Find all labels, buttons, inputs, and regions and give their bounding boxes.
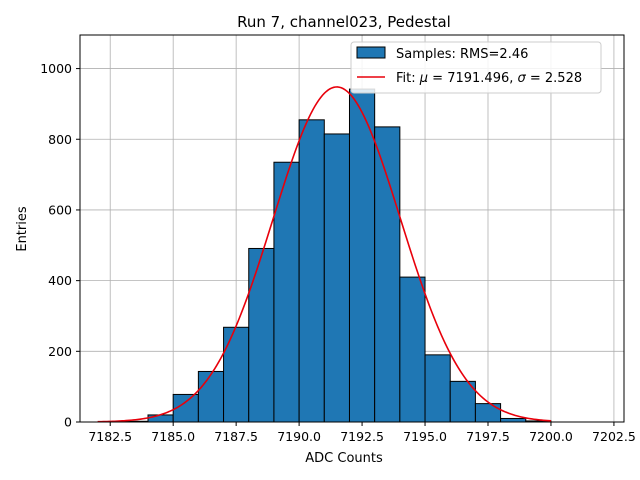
y-tick-label: 1000 <box>40 61 72 76</box>
legend-fit-mu-value: = 7191.496, <box>428 71 517 86</box>
y-tick-label: 600 <box>48 202 72 217</box>
histogram-bar <box>374 126 401 423</box>
legend-fit-label: Fit: μ = 7191.496, σ = 2.528 <box>396 71 582 86</box>
legend-fit-sigma-value: = 2.528 <box>526 71 582 86</box>
histogram-bar <box>248 247 275 423</box>
fit-curve <box>97 86 552 423</box>
x-tick-label: 7200.0 <box>529 429 573 444</box>
y-tick-label: 800 <box>48 132 72 147</box>
histogram-bar <box>348 88 376 423</box>
histogram-bar <box>273 161 300 423</box>
histogram-bar <box>323 133 350 423</box>
legend-fit-prefix: Fit: <box>396 71 420 86</box>
legend-fit-sigma-symbol: σ <box>518 71 527 86</box>
y-axis-ticks: 0 200 400 600 800 1000 <box>40 61 80 430</box>
x-tick-label: 7197.5 <box>466 429 510 444</box>
histogram-bar <box>399 276 426 423</box>
plot-area: 7182.5 7185.0 7187.5 7190.0 7192.5 7195.0 7197… <box>40 34 636 444</box>
x-axis-ticks: 7182.5 7185.0 7187.5 7190.0 7192.5 7195.0 7197… <box>88 422 636 444</box>
x-tick-label: 7185.0 <box>151 429 195 444</box>
histogram-bar <box>449 380 476 423</box>
y-tick-label: 200 <box>48 344 72 359</box>
histogram-bar <box>500 417 527 423</box>
x-axis-label: ADC Counts <box>305 451 383 466</box>
x-tick-label: 7195.0 <box>403 429 447 444</box>
histogram-bar <box>197 370 225 423</box>
x-tick-label: 7202.5 <box>592 429 636 444</box>
y-tick-label: 0 <box>64 415 72 430</box>
histogram-bar <box>223 326 250 423</box>
histogram-bar <box>298 119 325 423</box>
x-tick-label: 7190.0 <box>277 429 321 444</box>
y-tick-label: 400 <box>48 273 72 288</box>
legend-samples-swatch <box>356 46 386 59</box>
x-tick-label: 7182.5 <box>88 429 132 444</box>
legend-samples-label: Samples: RMS=2.46 <box>396 47 528 62</box>
chart-title: Run 7, channel023, Pedestal <box>237 13 451 31</box>
axes-frame <box>79 34 625 423</box>
x-tick-label: 7187.5 <box>214 429 258 444</box>
x-tick-label: 7192.5 <box>340 429 384 444</box>
legend-box <box>350 41 602 94</box>
legend-fit-mu-symbol: μ <box>419 71 428 86</box>
histogram-bar <box>147 414 174 423</box>
y-axis-label: Entries <box>15 206 30 252</box>
legend: Samples: RMS=2.46 Fit: μ = 7191.496, σ =… <box>350 41 602 94</box>
histogram-bar <box>424 354 451 423</box>
histogram-bar <box>474 403 502 423</box>
